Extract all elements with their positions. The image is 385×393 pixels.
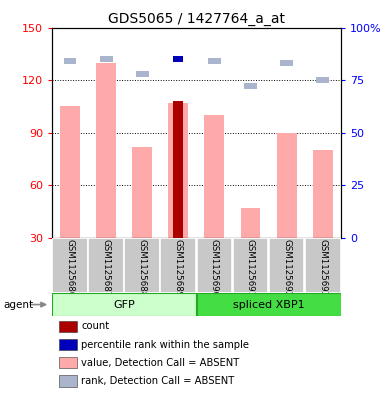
Bar	[59, 339, 77, 350]
Bar	[208, 58, 221, 64]
Text: value, Detection Call = ABSENT: value, Detection Call = ABSENT	[82, 358, 240, 368]
Text: GSM1125693: GSM1125693	[318, 239, 327, 298]
Text: GSM1125692: GSM1125692	[282, 239, 291, 298]
Title: GDS5065 / 1427764_a_at: GDS5065 / 1427764_a_at	[108, 13, 285, 26]
Bar	[168, 103, 188, 238]
Bar	[52, 293, 196, 316]
Bar	[277, 132, 296, 238]
Bar	[64, 58, 77, 64]
Text: GSM1125689: GSM1125689	[174, 239, 183, 298]
Text: spliced XBP1: spliced XBP1	[233, 299, 305, 310]
Bar	[161, 238, 196, 293]
Bar	[241, 208, 260, 238]
Bar	[59, 321, 77, 332]
Bar	[96, 62, 116, 238]
Bar	[60, 107, 80, 238]
Bar	[280, 60, 293, 66]
Bar	[204, 115, 224, 238]
Bar	[173, 101, 183, 238]
Text: percentile rank within the sample: percentile rank within the sample	[82, 340, 249, 349]
Bar	[196, 238, 232, 293]
Bar	[52, 238, 88, 293]
Text: count: count	[82, 321, 110, 331]
Text: GSM1125690: GSM1125690	[210, 239, 219, 298]
Bar	[316, 77, 329, 83]
Text: GSM1125688: GSM1125688	[138, 239, 147, 298]
Bar	[132, 147, 152, 238]
Bar	[100, 56, 112, 62]
Bar	[59, 375, 77, 387]
Bar	[244, 83, 257, 90]
Bar	[305, 238, 341, 293]
Text: GSM1125686: GSM1125686	[65, 239, 75, 298]
Bar	[313, 150, 333, 238]
Text: agent: agent	[4, 299, 34, 310]
Bar	[196, 293, 341, 316]
Bar	[88, 238, 124, 293]
Bar	[124, 238, 160, 293]
Text: GFP: GFP	[113, 299, 135, 310]
Bar	[269, 238, 305, 293]
Bar	[59, 357, 77, 369]
Bar	[173, 56, 183, 62]
Text: GSM1125687: GSM1125687	[102, 239, 110, 298]
Text: GSM1125691: GSM1125691	[246, 239, 255, 298]
Bar	[136, 71, 149, 77]
Bar	[233, 238, 268, 293]
Text: rank, Detection Call = ABSENT: rank, Detection Call = ABSENT	[82, 376, 235, 386]
